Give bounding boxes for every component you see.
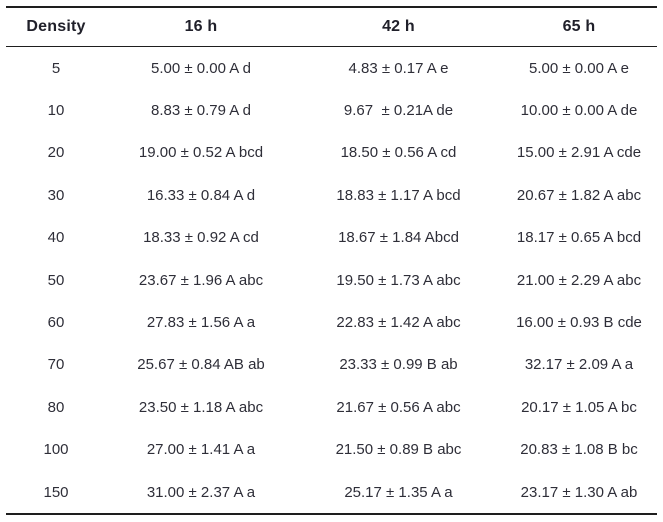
density-cell: 150 xyxy=(43,483,69,501)
table-header: Density 16 h 42 h 65 h xyxy=(6,7,657,47)
value-cell-42h: 9.67 ± 0.21A de xyxy=(343,102,454,120)
value-cell-16h: 18.33 ± 0.92 A cd xyxy=(143,229,259,247)
table-row: 20 19.00 ± 0.52 A bcd 18.50 ± 0.56 A cd … xyxy=(6,132,657,174)
table-row: 70 25.67 ± 0.84 AB ab 23.33 ± 0.99 B ab … xyxy=(6,344,657,386)
density-cell: 70 xyxy=(47,356,65,374)
table-row: 80 23.50 ± 1.18 A abc 21.67 ± 0.56 A abc… xyxy=(6,386,657,428)
value-cell-65h: 20.67 ± 1.82 A abc xyxy=(516,186,642,204)
density-cell: 50 xyxy=(47,271,65,289)
table-row: 5 5.00 ± 0.00 A d 4.83 ± 0.17 A e 5.00 ±… xyxy=(6,47,657,90)
value-cell-16h: 31.00 ± 2.37 A a xyxy=(146,483,256,501)
value-cell-16h: 27.00 ± 1.41 A a xyxy=(146,441,256,459)
results-table: Density 16 h 42 h 65 h 5 5.00 ± 0.00 A d… xyxy=(6,6,657,516)
value-cell-65h: 23.17 ± 1.30 A ab xyxy=(520,483,638,501)
value-cell-65h: 32.17 ± 2.09 A a xyxy=(524,356,634,374)
value-cell-65h: 15.00 ± 2.91 A cde xyxy=(516,144,642,162)
value-cell-65h: 5.00 ± 0.00 A e xyxy=(529,59,629,77)
value-cell-42h: 23.33 ± 0.99 B ab xyxy=(339,356,458,374)
column-header-density: Density xyxy=(26,18,86,35)
column-header-65h: 65 h xyxy=(562,18,596,35)
table-row: 100 27.00 ± 1.41 A a 21.50 ± 0.89 B abc … xyxy=(6,429,657,471)
table-body: 5 5.00 ± 0.00 A d 4.83 ± 0.17 A e 5.00 ±… xyxy=(6,47,657,515)
table-row: 150 31.00 ± 2.37 A a 25.17 ± 1.35 A a 23… xyxy=(6,471,657,514)
density-cell: 5 xyxy=(51,59,61,77)
value-cell-16h: 8.83 ± 0.79 A d xyxy=(151,102,251,120)
density-cell: 20 xyxy=(47,144,65,162)
value-cell-16h: 23.50 ± 1.18 A abc xyxy=(138,398,264,416)
density-cell: 80 xyxy=(47,398,65,416)
value-cell-42h: 21.67 ± 0.56 A abc xyxy=(336,398,461,416)
value-cell-42h: 25.17 ± 1.35 A a xyxy=(344,483,453,501)
value-cell-65h: 20.17 ± 1.05 A bc xyxy=(521,398,637,416)
value-cell-42h: 18.67 ± 1.84 Abcd xyxy=(338,229,459,247)
header-row: Density 16 h 42 h 65 h xyxy=(6,7,657,47)
value-cell-42h: 18.50 ± 0.56 A cd xyxy=(340,144,457,162)
value-cell-42h: 4.83 ± 0.17 A e xyxy=(348,59,449,77)
paper-table-container: Density 16 h 42 h 65 h 5 5.00 ± 0.00 A d… xyxy=(0,6,663,522)
table-row: 40 18.33 ± 0.92 A cd 18.67 ± 1.84 Abcd 1… xyxy=(6,217,657,259)
density-cell: 40 xyxy=(47,229,65,247)
value-cell-65h: 21.00 ± 2.29 A abc xyxy=(516,271,642,289)
value-cell-16h: 23.67 ± 1.96 A abc xyxy=(138,271,264,289)
table-row: 50 23.67 ± 1.96 A abc 19.50 ± 1.73 A abc… xyxy=(6,259,657,301)
column-header-16h: 16 h xyxy=(184,18,218,35)
value-cell-42h: 22.83 ± 1.42 A abc xyxy=(336,314,461,332)
value-cell-65h: 18.17 ± 0.65 A bcd xyxy=(516,229,642,247)
table-row: 60 27.83 ± 1.56 A a 22.83 ± 1.42 A abc 1… xyxy=(6,301,657,343)
table-row: 10 8.83 ± 0.79 A d 9.67 ± 0.21A de 10.00… xyxy=(6,89,657,131)
density-cell: 30 xyxy=(47,186,65,204)
density-cell: 100 xyxy=(43,441,69,459)
value-cell-42h: 21.50 ± 0.89 B abc xyxy=(335,441,462,459)
value-cell-16h: 16.33 ± 0.84 A d xyxy=(146,186,256,204)
value-cell-65h: 20.83 ± 1.08 B bc xyxy=(520,441,638,459)
value-cell-16h: 27.83 ± 1.56 A a xyxy=(146,314,256,332)
value-cell-16h: 25.67 ± 0.84 AB ab xyxy=(137,356,265,374)
table-row: 30 16.33 ± 0.84 A d 18.83 ± 1.17 A bcd 2… xyxy=(6,174,657,216)
value-cell-65h: 16.00 ± 0.93 B cde xyxy=(516,314,642,332)
density-cell: 60 xyxy=(47,314,65,332)
value-cell-16h: 5.00 ± 0.00 A d xyxy=(151,59,251,77)
value-cell-42h: 19.50 ± 1.73 A abc xyxy=(336,271,461,289)
density-cell: 10 xyxy=(47,102,65,120)
column-header-42h: 42 h xyxy=(382,18,415,35)
value-cell-65h: 10.00 ± 0.00 A de xyxy=(520,102,638,120)
value-cell-16h: 19.00 ± 0.52 A bcd xyxy=(138,144,264,162)
value-cell-42h: 18.83 ± 1.17 A bcd xyxy=(336,186,461,204)
